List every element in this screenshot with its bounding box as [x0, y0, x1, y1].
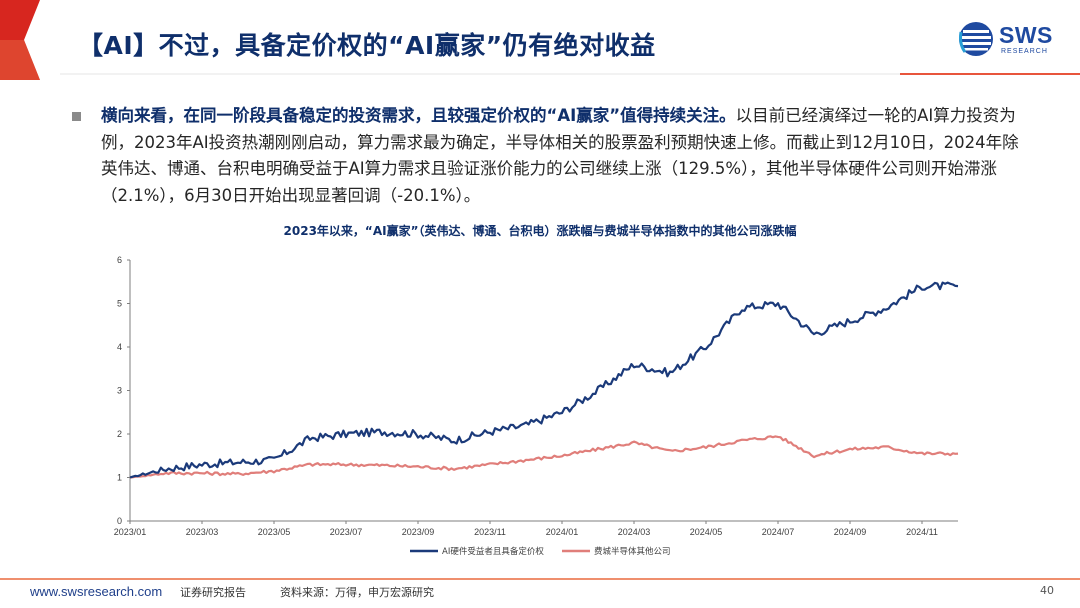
line-chart: 0 1 2 3 4 5 6 2023/01 2023/03 2023/05 2023/07 2023/…: [114, 255, 959, 557]
bullet-highlight: 横向来看，在同一阶段具备稳定的投资需求，且较强定价权的“AI赢家”值得持续关注。: [101, 106, 736, 125]
x-tick-label: 2023/11: [474, 527, 506, 537]
bullet-body: 以目前已经演绎过一轮的AI算力投资为例，2023年AI投资热潮刚刚启动，算力需求…: [101, 106, 1019, 205]
x-tick-label: 2023/01: [114, 527, 147, 537]
series-line-0: [129, 281, 959, 479]
logo-wordmark: SWS: [999, 22, 1053, 48]
series-line-1: [129, 435, 959, 479]
footer-source: 资料来源：万得，申万宏源研究: [280, 586, 434, 599]
y-tick-label: 2: [117, 429, 122, 439]
slide-header: 【AI】不过，具备定价权的“AI赢家”仍有绝对收益 SWS RESEARCH: [0, 0, 1080, 80]
y-tick-label: 5: [117, 299, 122, 309]
footer-doc-type: 证券研究报告: [180, 586, 246, 599]
chart-legend: AI硬件受益者且具备定价权 费城半导体其他公司: [410, 546, 671, 557]
chart-title: 2023年以来，“AI赢家”（英伟达、博通、台积电）涨跌幅与费城半导体指数中的其…: [283, 224, 797, 238]
x-tick-label: 2024/09: [834, 527, 867, 537]
x-tick-label: 2024/11: [906, 527, 938, 537]
x-tick-label: 2023/03: [186, 527, 219, 537]
y-tick-label: 4: [117, 342, 122, 352]
bullet-square-icon: [72, 112, 81, 121]
legend-label-1: 费城半导体其他公司: [594, 546, 671, 557]
legend-label-0: AI硬件受益者且具备定价权: [442, 546, 544, 557]
page-title: 【AI】不过，具备定价权的“AI赢家”仍有绝对收益: [78, 31, 656, 60]
y-tick-label: 6: [117, 255, 122, 265]
x-tick-label: 2024/01: [546, 527, 579, 537]
x-tick-label: 2023/09: [402, 527, 435, 537]
chart-axes: 0 1 2 3 4 5 6 2023/01 2023/03 2023/05 2023/07 2023/…: [114, 255, 958, 537]
footer-website-link[interactable]: www.swsresearch.com: [30, 584, 163, 599]
x-tick-label: 2024/07: [762, 527, 795, 537]
x-tick-label: 2024/03: [618, 527, 651, 537]
y-tick-label: 3: [117, 386, 122, 396]
header-decoration: [0, 0, 1080, 80]
x-tick-label: 2023/05: [258, 527, 291, 537]
header-chevron-shade: [0, 40, 40, 80]
logo-globe-icon: [959, 22, 993, 56]
y-tick-label: 1: [117, 473, 122, 483]
chart-series: [129, 281, 959, 479]
page-number: 40: [1040, 584, 1054, 597]
x-tick-label: 2024/05: [690, 527, 723, 537]
sws-logo: SWS RESEARCH: [957, 20, 1057, 60]
footer-rule: [0, 578, 1080, 580]
bullet-paragraph: 横向来看，在同一阶段具备稳定的投资需求，且较强定价权的“AI赢家”值得持续关注。…: [101, 103, 1031, 209]
y-tick-label: 0: [117, 516, 122, 526]
x-tick-label: 2023/07: [330, 527, 363, 537]
logo-subtitle: RESEARCH: [1001, 48, 1048, 55]
